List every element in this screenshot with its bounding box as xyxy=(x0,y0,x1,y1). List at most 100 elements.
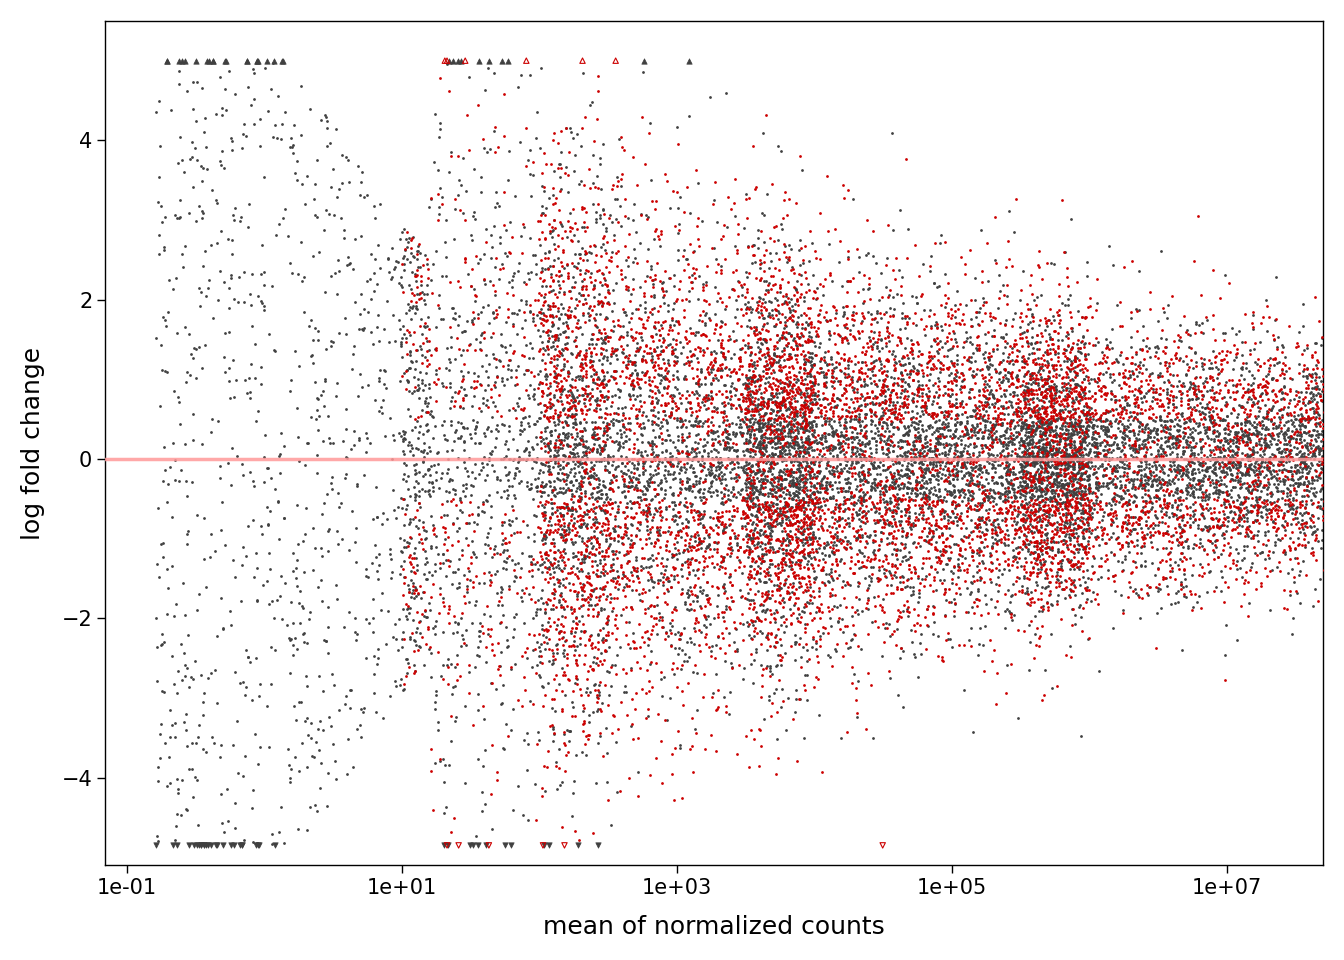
Point xyxy=(488,387,509,402)
Point xyxy=(1047,469,1068,485)
Point xyxy=(902,390,923,405)
Point xyxy=(1172,513,1193,528)
Point xyxy=(582,354,603,370)
Point xyxy=(792,532,813,547)
Point xyxy=(770,482,792,497)
Point xyxy=(562,220,583,235)
Point xyxy=(1074,541,1095,557)
Point xyxy=(552,637,574,653)
Point xyxy=(1039,516,1060,531)
Point xyxy=(426,320,448,335)
Point xyxy=(745,270,766,285)
Point xyxy=(710,640,731,656)
Point xyxy=(770,516,792,532)
Point xyxy=(816,365,837,380)
Point xyxy=(1172,424,1193,440)
Point xyxy=(1193,420,1215,435)
Point xyxy=(1085,521,1106,537)
Point xyxy=(937,418,958,433)
Point xyxy=(1059,377,1081,393)
Point xyxy=(743,357,765,372)
Point xyxy=(1040,390,1062,405)
Point xyxy=(847,578,868,593)
Point xyxy=(542,483,563,498)
Point xyxy=(1094,452,1116,468)
Point xyxy=(1044,357,1066,372)
Point xyxy=(605,348,626,363)
Point xyxy=(1083,418,1105,433)
Point xyxy=(1003,460,1024,475)
Point xyxy=(1159,564,1180,579)
Point xyxy=(1231,518,1253,534)
Point xyxy=(922,456,943,471)
Point xyxy=(555,165,577,180)
Point xyxy=(1055,514,1077,529)
Point xyxy=(1168,497,1189,513)
Point xyxy=(535,493,556,509)
Point xyxy=(567,369,589,384)
Point xyxy=(640,469,661,485)
Point xyxy=(868,362,890,377)
Point xyxy=(833,351,855,367)
Point xyxy=(1089,537,1110,552)
Point xyxy=(1083,394,1105,409)
Point xyxy=(1079,484,1101,499)
Point xyxy=(849,378,871,394)
Point xyxy=(1013,438,1035,453)
Point xyxy=(883,376,905,392)
Point xyxy=(802,442,824,457)
Point xyxy=(605,658,626,673)
Point xyxy=(554,555,575,570)
Point xyxy=(532,595,554,611)
Point xyxy=(526,429,547,444)
Point xyxy=(742,449,763,465)
Point xyxy=(1007,470,1028,486)
Point xyxy=(793,407,814,422)
Point xyxy=(1160,476,1181,492)
Point xyxy=(317,113,339,129)
Point xyxy=(747,331,769,347)
Point xyxy=(1125,560,1146,575)
Point xyxy=(859,276,880,292)
Point xyxy=(806,388,828,403)
Point xyxy=(860,355,882,371)
Point xyxy=(468,623,489,638)
Point xyxy=(527,323,548,338)
Point xyxy=(868,305,890,321)
Point xyxy=(1023,469,1044,485)
Point xyxy=(1113,456,1134,471)
Point xyxy=(542,460,563,475)
Point xyxy=(997,444,1019,460)
Point xyxy=(1118,496,1140,512)
Point xyxy=(948,637,969,653)
Point xyxy=(1120,522,1141,538)
Point xyxy=(1282,472,1304,488)
Point xyxy=(652,558,673,573)
Point xyxy=(1227,431,1249,446)
Point xyxy=(558,521,579,537)
Point xyxy=(1279,464,1301,479)
Point xyxy=(890,570,911,586)
Point xyxy=(547,512,569,527)
Point xyxy=(1118,544,1140,560)
Point xyxy=(727,500,749,516)
Point xyxy=(569,452,590,468)
Point xyxy=(220,270,242,285)
Point xyxy=(590,249,612,264)
Point xyxy=(743,324,765,340)
Point xyxy=(749,440,770,455)
Point xyxy=(950,563,972,578)
Point xyxy=(438,757,460,773)
Point xyxy=(900,517,922,533)
Point xyxy=(1064,487,1086,502)
Point xyxy=(1184,511,1206,526)
Point xyxy=(523,492,544,507)
Point xyxy=(1278,360,1300,375)
Point xyxy=(589,537,610,552)
Point xyxy=(738,372,759,387)
Point xyxy=(411,326,433,342)
Point xyxy=(481,389,503,404)
Point xyxy=(887,487,909,502)
Point xyxy=(879,670,900,685)
Point xyxy=(827,480,848,495)
